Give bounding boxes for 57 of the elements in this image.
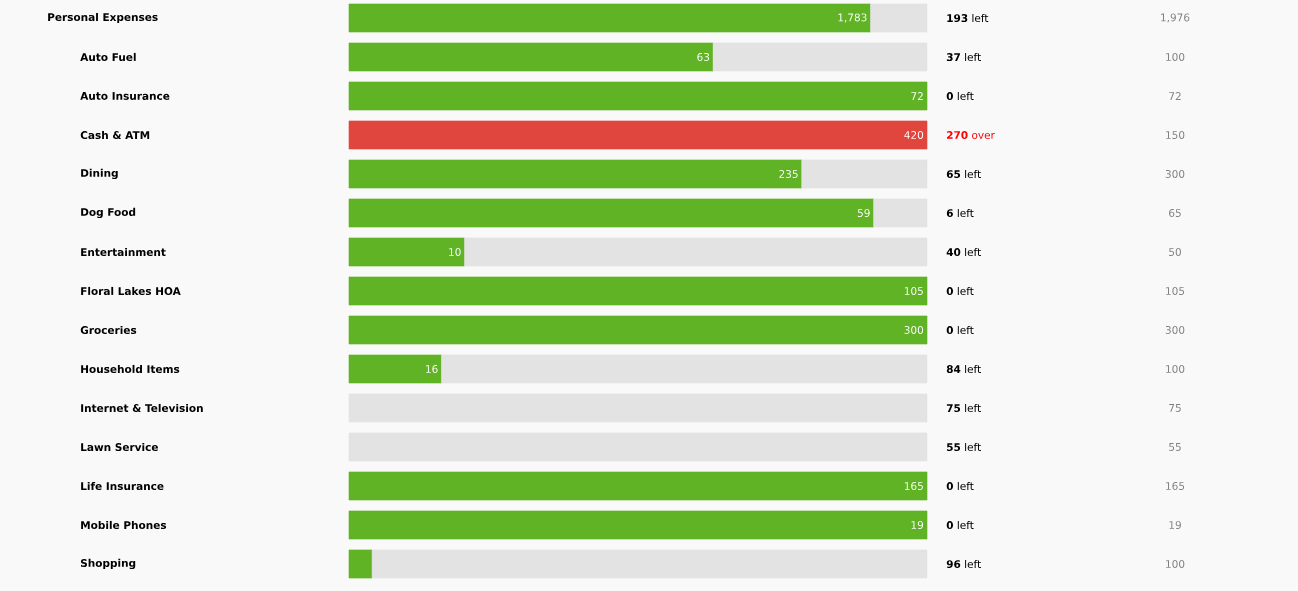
text: 65 [1169, 209, 1181, 217]
y-tick-label: Dining [81, 168, 118, 180]
text: 6 left [946, 208, 974, 218]
y-tick-label: Life Insurance [81, 481, 164, 491]
text: 0 left [946, 481, 974, 491]
y-tick-label: Household Items [81, 364, 180, 374]
text: 40 left [946, 247, 981, 257]
text: 300 [1165, 326, 1185, 334]
y-tick-label: Dog Food [81, 207, 136, 219]
y-tick-label: Lawn Service [81, 442, 158, 452]
text: 0 left [946, 286, 974, 296]
text: 37 left [946, 52, 981, 62]
data-label: 105 [904, 287, 923, 295]
y-tick-label: Cash & ATM [80, 130, 150, 140]
text: 55 left [947, 442, 981, 452]
y-tick-label: Auto Fuel [80, 52, 136, 62]
y-tick-label: Floral Lakes HOA [81, 286, 181, 296]
text: 0 left [946, 520, 974, 530]
text: 84 left [946, 364, 981, 374]
y-tick-label: Entertainment [81, 247, 166, 257]
data-label: 63 [697, 53, 710, 61]
data-label: 10 [449, 248, 461, 256]
data-label: 235 [779, 170, 798, 178]
text: 100 [1166, 365, 1185, 373]
text: 150 [1166, 131, 1185, 139]
text: 50 [1169, 248, 1181, 256]
text: 55 [1169, 443, 1181, 451]
data-label: 59 [857, 209, 870, 217]
text: 0 left [946, 91, 974, 101]
text: 193 left [947, 13, 989, 23]
data-label: 165 [904, 482, 923, 490]
text: 300 [1165, 170, 1185, 178]
data-label: 16 [426, 365, 438, 373]
text: 65 left [946, 169, 981, 179]
text: 270 over [947, 131, 995, 139]
text: 75 left [946, 403, 981, 413]
text: 100 [1166, 53, 1185, 61]
data-label: 72 [911, 92, 923, 100]
data-label: 1,783 [838, 13, 867, 23]
y-tick-label: Internet & Television [81, 403, 203, 413]
data-label: 420 [904, 131, 924, 139]
y-tick-label: Shopping [80, 558, 136, 570]
data-label: 19 [911, 521, 924, 529]
y-tick-label: Mobile Phones [81, 520, 167, 530]
text: 75 [1169, 404, 1181, 412]
text: 1,976 [1161, 13, 1190, 23]
text: 100 [1166, 560, 1185, 568]
text: 0 left [946, 325, 974, 335]
y-tick-label: Groceries [80, 325, 137, 335]
y-tick-label: Auto Insurance [80, 92, 170, 100]
text: 105 [1166, 287, 1185, 295]
y-tick-label: Personal Expenses [48, 12, 158, 24]
text: 165 [1166, 482, 1185, 490]
data-label: 300 [904, 326, 924, 334]
text: 96 left [946, 559, 981, 569]
text: 19 [1169, 521, 1181, 529]
text: 72 [1169, 92, 1181, 100]
